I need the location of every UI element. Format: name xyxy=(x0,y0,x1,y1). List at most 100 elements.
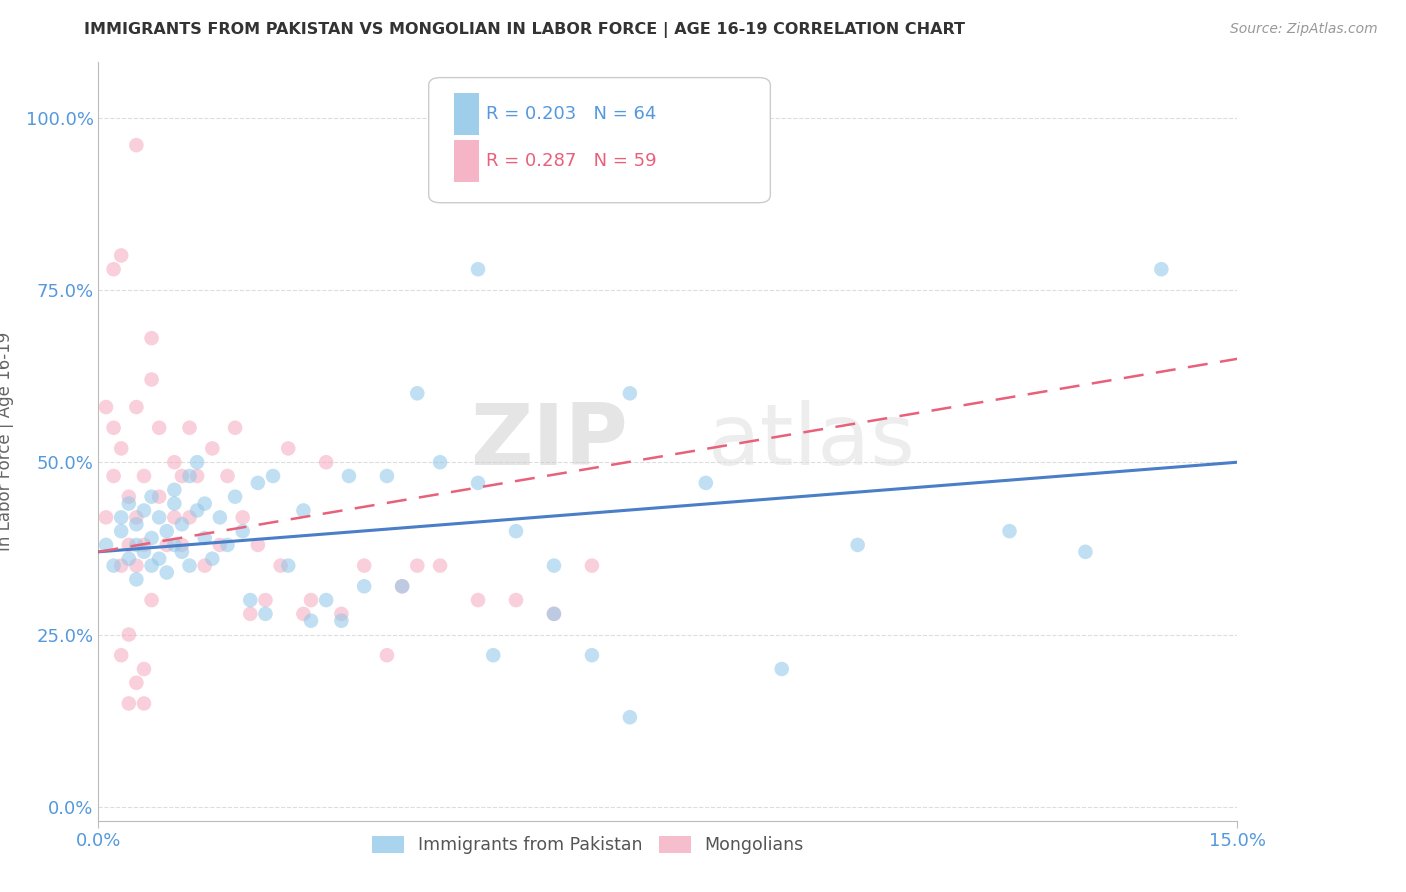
Point xyxy=(429,455,451,469)
Point xyxy=(163,455,186,469)
Point xyxy=(201,551,224,566)
Point xyxy=(619,386,641,401)
Point xyxy=(103,469,125,483)
Point xyxy=(337,469,360,483)
Point xyxy=(125,517,148,532)
Point xyxy=(110,510,132,524)
Point xyxy=(132,503,155,517)
Point xyxy=(770,662,793,676)
Point xyxy=(353,579,375,593)
Point xyxy=(505,524,527,538)
Point xyxy=(125,510,148,524)
Point xyxy=(148,551,170,566)
Point xyxy=(163,483,186,497)
Point xyxy=(998,524,1021,538)
Point xyxy=(467,262,489,277)
Point xyxy=(163,538,186,552)
Point xyxy=(110,558,132,573)
Point xyxy=(581,558,603,573)
Y-axis label: In Labor Force | Age 16-19: In Labor Force | Age 16-19 xyxy=(0,332,14,551)
Point xyxy=(125,573,148,587)
Point xyxy=(619,710,641,724)
Point xyxy=(315,455,337,469)
Point xyxy=(239,593,262,607)
Point xyxy=(156,566,179,580)
Text: R = 0.287   N = 59: R = 0.287 N = 59 xyxy=(485,152,657,170)
Point xyxy=(179,421,201,435)
Point xyxy=(391,579,413,593)
Point xyxy=(208,538,231,552)
Point xyxy=(315,593,337,607)
Point xyxy=(163,510,186,524)
Point xyxy=(467,593,489,607)
Point xyxy=(141,372,163,386)
Point xyxy=(330,607,353,621)
Point xyxy=(292,503,315,517)
Point xyxy=(208,510,231,524)
Point xyxy=(391,579,413,593)
Point xyxy=(125,138,148,153)
FancyBboxPatch shape xyxy=(454,93,479,135)
Point xyxy=(118,538,141,552)
Point xyxy=(543,558,565,573)
Legend: Immigrants from Pakistan, Mongolians: Immigrants from Pakistan, Mongolians xyxy=(366,830,811,862)
Point xyxy=(103,262,125,277)
Point xyxy=(299,614,322,628)
Point xyxy=(125,538,148,552)
Text: IMMIGRANTS FROM PAKISTAN VS MONGOLIAN IN LABOR FORCE | AGE 16-19 CORRELATION CHA: IMMIGRANTS FROM PAKISTAN VS MONGOLIAN IN… xyxy=(84,22,966,38)
Point xyxy=(186,469,208,483)
Point xyxy=(118,627,141,641)
Point xyxy=(254,593,277,607)
Point xyxy=(132,469,155,483)
Point xyxy=(125,558,148,573)
FancyBboxPatch shape xyxy=(454,140,479,182)
Point xyxy=(186,455,208,469)
Point xyxy=(148,510,170,524)
Point xyxy=(132,545,155,559)
Point xyxy=(406,386,429,401)
Point xyxy=(543,607,565,621)
Point xyxy=(353,558,375,573)
Point xyxy=(232,524,254,538)
Point xyxy=(467,475,489,490)
Point xyxy=(141,490,163,504)
Point xyxy=(125,675,148,690)
Point xyxy=(110,648,132,663)
Point xyxy=(543,607,565,621)
Point xyxy=(330,614,353,628)
Point xyxy=(254,607,277,621)
Point xyxy=(201,442,224,456)
Point xyxy=(156,524,179,538)
Point xyxy=(170,538,193,552)
Point xyxy=(110,524,132,538)
Point xyxy=(179,558,201,573)
Point xyxy=(156,538,179,552)
Point xyxy=(132,662,155,676)
Point xyxy=(429,558,451,573)
Point xyxy=(170,469,193,483)
Point xyxy=(163,497,186,511)
Point xyxy=(118,490,141,504)
Text: atlas: atlas xyxy=(707,400,915,483)
Point xyxy=(118,551,141,566)
Point xyxy=(118,697,141,711)
Point xyxy=(170,545,193,559)
Point xyxy=(239,607,262,621)
Point xyxy=(846,538,869,552)
Point xyxy=(246,475,269,490)
Point xyxy=(217,538,239,552)
Point xyxy=(110,248,132,262)
Point xyxy=(581,648,603,663)
Point xyxy=(179,469,201,483)
Point xyxy=(186,503,208,517)
Point xyxy=(170,517,193,532)
Point xyxy=(232,510,254,524)
Point xyxy=(118,497,141,511)
Point xyxy=(224,490,246,504)
Point xyxy=(375,648,398,663)
Point xyxy=(299,593,322,607)
Point xyxy=(224,421,246,435)
Point xyxy=(141,593,163,607)
Point xyxy=(375,469,398,483)
Point xyxy=(194,558,217,573)
